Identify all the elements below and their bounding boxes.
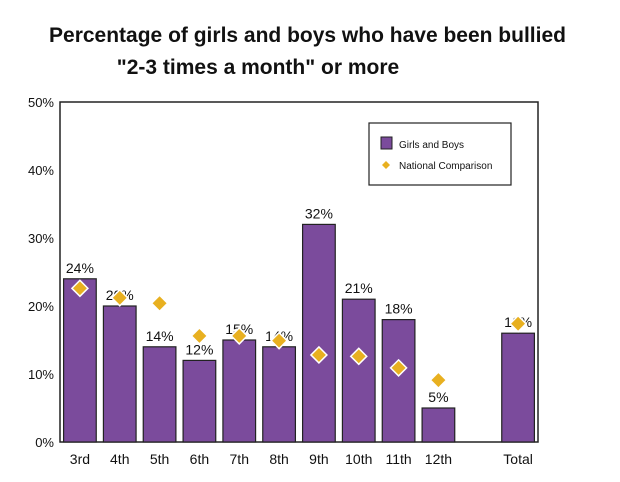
legend-bar-swatch — [380, 136, 393, 150]
bar-data-label: 24% — [66, 260, 94, 276]
national-comparison-marker — [70, 279, 89, 298]
legend-diamond-swatch — [382, 161, 390, 169]
bar-data-label: 12% — [185, 341, 213, 357]
chart-subtitle: "2-3 times a month" or more — [116, 56, 400, 79]
y-tick-label: 40% — [28, 163, 54, 178]
legend — [368, 122, 512, 186]
bar-data-label: 14% — [146, 328, 174, 344]
x-tick-label: 5th — [150, 451, 169, 467]
bar — [102, 305, 137, 443]
x-tick-label: 4th — [110, 451, 129, 467]
bar — [222, 339, 257, 443]
y-tick-label: 10% — [28, 367, 54, 382]
x-tick-label: 8th — [269, 451, 288, 467]
bar — [301, 223, 336, 443]
national-comparison-marker — [509, 314, 528, 333]
x-tick-label: 7th — [230, 451, 249, 467]
national-comparison-marker — [349, 347, 368, 366]
bar — [62, 278, 97, 443]
national-comparison-marker — [270, 331, 289, 350]
y-tick-label: 0% — [35, 435, 54, 450]
national-comparison-marker — [389, 358, 408, 377]
bar — [501, 332, 536, 443]
bar-data-label: 5% — [428, 389, 448, 405]
x-tick-label: 3rd — [70, 451, 90, 467]
x-tick-label: 11th — [385, 451, 411, 467]
bar-data-label: 32% — [305, 205, 333, 221]
bar-data-label: 21% — [345, 280, 373, 296]
bar — [421, 407, 456, 443]
national-comparison-marker — [309, 345, 328, 365]
x-tick-label: 6th — [190, 451, 209, 467]
bar — [341, 298, 376, 443]
bar — [142, 346, 177, 443]
x-tick-label: Total — [503, 451, 533, 467]
legend-label-national-comparison: National Comparison — [399, 161, 492, 172]
bar — [182, 359, 217, 443]
x-tick-label: 12th — [425, 451, 452, 467]
chart-title: Percentage of girls and boys who have be… — [49, 24, 566, 47]
y-tick-label: 20% — [28, 299, 54, 314]
national-comparison-marker — [429, 371, 448, 390]
national-comparison-marker — [230, 326, 249, 345]
x-tick-label: 9th — [309, 451, 328, 467]
bar — [381, 319, 416, 443]
x-tick-label: 10th — [345, 451, 372, 467]
y-tick-label: 50% — [28, 95, 54, 110]
legend-label-girls-and-boys: Girls and Boys — [399, 140, 464, 151]
national-comparison-marker — [150, 294, 169, 313]
national-comparison-marker — [190, 326, 209, 345]
bar-data-label: 18% — [385, 301, 413, 317]
bar — [262, 346, 297, 443]
national-comparison-marker — [110, 288, 129, 307]
y-tick-label: 30% — [28, 231, 54, 246]
